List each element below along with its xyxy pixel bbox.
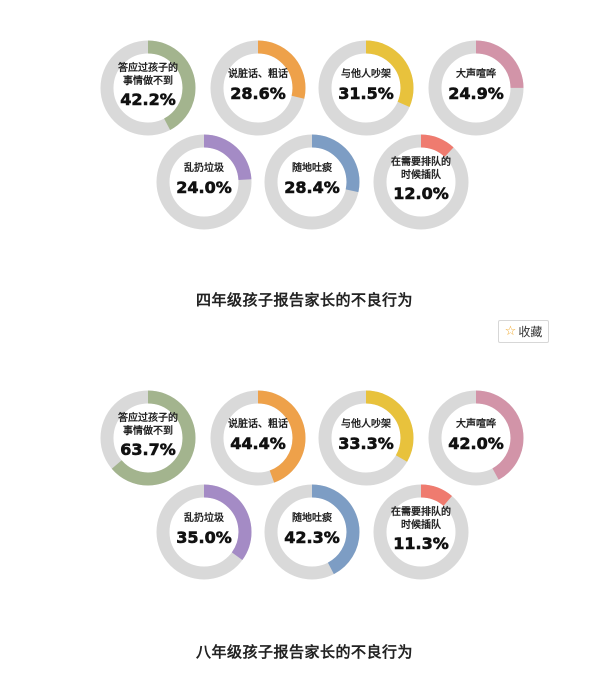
donut-3: 与他人吵架 33.3%: [318, 390, 414, 486]
donut-track: [373, 134, 469, 230]
donut-label: 与他人吵架: [341, 67, 391, 80]
donut-label: 时候插队: [401, 518, 442, 531]
donut-label: 大声喧哗: [456, 67, 496, 80]
donut-label: 随地吐痰: [292, 161, 333, 174]
donut-2: 说脏话、粗话 28.6%: [210, 40, 306, 136]
donut-2: 说脏话、粗话 44.4%: [210, 390, 306, 486]
donut-label: 说脏话、粗话: [228, 417, 288, 430]
star-outline-icon: ☆: [504, 324, 517, 339]
donut-label: 乱扔垃圾: [184, 511, 225, 524]
chart-title-grade8: 八年级孩子报告家长的不良行为: [195, 643, 413, 661]
donut-value-arc: [264, 134, 360, 230]
donut-value-label: 42.2%: [120, 90, 176, 109]
donut-value-label: 28.4%: [284, 178, 340, 197]
donut-3: 与他人吵架 31.5%: [318, 40, 414, 136]
donut-label: 说脏话、粗话: [228, 67, 288, 80]
donut-value-label: 35.0%: [176, 528, 232, 547]
donut-track: [373, 484, 469, 580]
donut-6: 随地吐痰 42.3%: [264, 484, 360, 580]
donut-4: 大声喧哗 24.9%: [428, 40, 524, 136]
donut-label: 与他人吵架: [341, 417, 391, 430]
donut-4: 大声喧哗 42.0%: [428, 390, 524, 486]
donut-value-label: 33.3%: [338, 434, 394, 453]
donut-5: 乱扔垃圾 35.0%: [156, 484, 252, 580]
donut-value-arc: [373, 134, 469, 230]
donut-label: 事情做不到: [123, 424, 173, 437]
donut-value-label: 44.4%: [230, 434, 286, 453]
donut-6: 随地吐痰 28.4%: [264, 134, 360, 230]
donut-value-label: 63.7%: [120, 440, 176, 459]
favorite-label: 收藏: [518, 325, 543, 339]
donut-value-arc: [156, 134, 252, 230]
donut-value-arc: [428, 40, 524, 136]
donut-label: 事情做不到: [123, 74, 173, 87]
donut-value-arc: [428, 390, 524, 486]
donut-value-arc: [156, 484, 252, 580]
donut-value-arc: [318, 390, 414, 486]
donut-label: 乱扔垃圾: [184, 161, 225, 174]
donut-5: 乱扔垃圾 24.0%: [156, 134, 252, 230]
donut-value-arc: [318, 40, 414, 136]
donut-value-label: 31.5%: [338, 84, 394, 103]
donut-value-label: 42.3%: [284, 528, 340, 547]
donut-label: 答应过孩子的: [117, 411, 178, 424]
donut-label: 在需要排队的: [391, 155, 451, 168]
donut-value-arc: [100, 390, 196, 486]
donut-value-label: 11.3%: [393, 534, 449, 553]
donut-label: 答应过孩子的: [117, 61, 178, 74]
donut-value-arc: [210, 40, 306, 136]
donut-value-label: 12.0%: [393, 184, 449, 203]
donut-value-arc: [100, 40, 196, 136]
donut-value-arc: [264, 484, 360, 580]
donut-value-arc: [373, 484, 469, 580]
donut-value-label: 24.0%: [176, 178, 232, 197]
donut-value-label: 28.6%: [230, 84, 286, 103]
donut-value-label: 24.9%: [448, 84, 504, 103]
donut-value-label: 42.0%: [448, 434, 504, 453]
favorite-button[interactable]: ☆ 收藏: [498, 320, 549, 343]
donut-label: 在需要排队的: [391, 505, 451, 518]
donut-label: 大声喧哗: [456, 417, 496, 430]
donut-label: 随地吐痰: [292, 511, 333, 524]
chart-title-grade4: 四年级孩子报告家长的不良行为: [195, 291, 413, 309]
donut-value-arc: [210, 390, 306, 486]
donut-label: 时候插队: [401, 168, 442, 181]
